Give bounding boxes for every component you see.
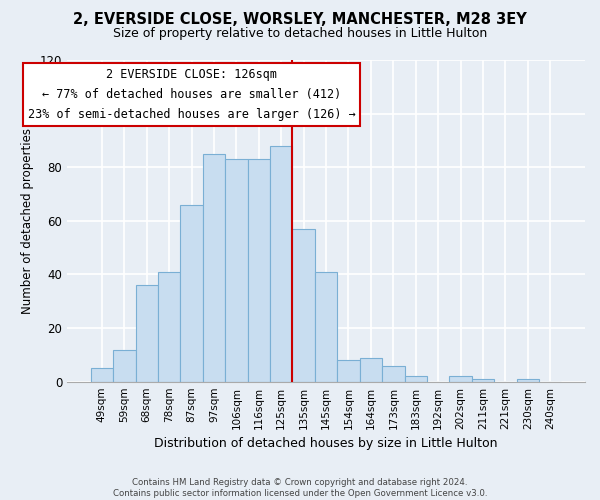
Bar xyxy=(292,229,315,382)
Bar xyxy=(517,379,539,382)
Bar xyxy=(337,360,360,382)
Bar xyxy=(270,146,292,382)
Bar xyxy=(248,159,270,382)
Bar xyxy=(404,376,427,382)
Bar xyxy=(91,368,113,382)
Bar xyxy=(225,159,248,382)
Text: Contains HM Land Registry data © Crown copyright and database right 2024.
Contai: Contains HM Land Registry data © Crown c… xyxy=(113,478,487,498)
Text: 2 EVERSIDE CLOSE: 126sqm
← 77% of detached houses are smaller (412)
23% of semi-: 2 EVERSIDE CLOSE: 126sqm ← 77% of detach… xyxy=(28,68,355,121)
Bar xyxy=(315,272,337,382)
Bar xyxy=(382,366,404,382)
Bar xyxy=(360,358,382,382)
Y-axis label: Number of detached properties: Number of detached properties xyxy=(22,128,34,314)
Bar xyxy=(181,205,203,382)
Bar xyxy=(203,154,225,382)
Bar xyxy=(158,272,181,382)
Text: Size of property relative to detached houses in Little Hulton: Size of property relative to detached ho… xyxy=(113,28,487,40)
Bar xyxy=(136,285,158,382)
Bar xyxy=(449,376,472,382)
X-axis label: Distribution of detached houses by size in Little Hulton: Distribution of detached houses by size … xyxy=(154,437,498,450)
Bar xyxy=(472,379,494,382)
Bar xyxy=(113,350,136,382)
Text: 2, EVERSIDE CLOSE, WORSLEY, MANCHESTER, M28 3EY: 2, EVERSIDE CLOSE, WORSLEY, MANCHESTER, … xyxy=(73,12,527,28)
